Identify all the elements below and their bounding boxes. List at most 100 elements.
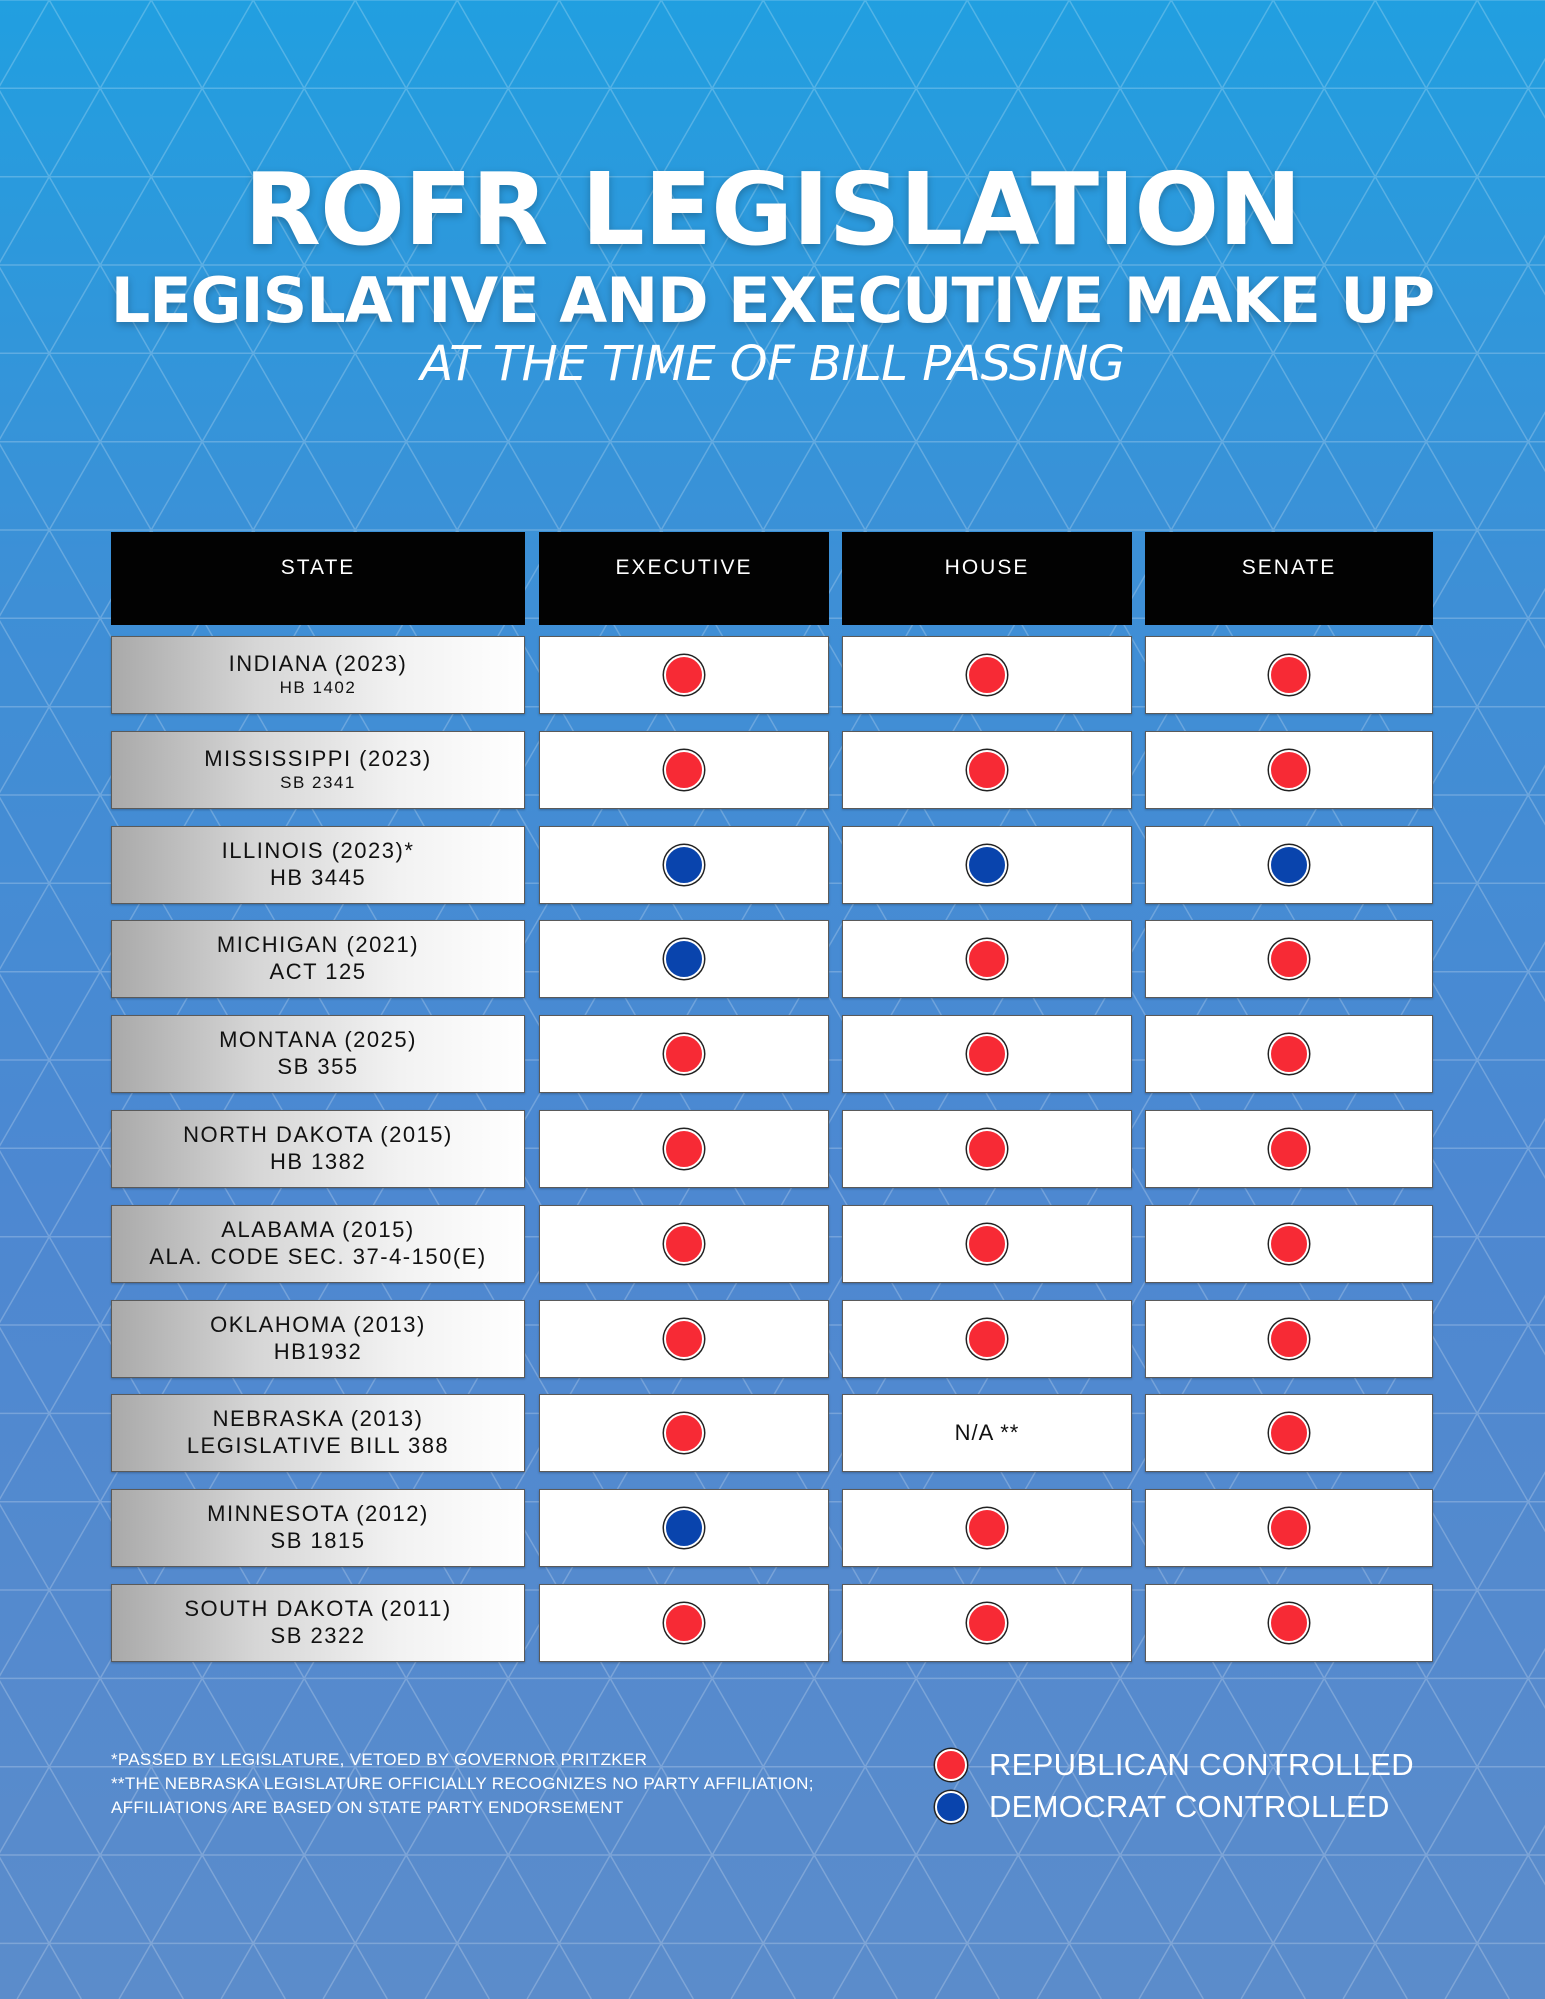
table-cell-senate	[1145, 1110, 1433, 1188]
table-cell-executive	[539, 1300, 829, 1378]
table-row-state-cell: MONTANA (2025) SB 355	[111, 1015, 525, 1093]
state-name: NEBRASKA (2013)	[212, 1405, 424, 1431]
republican-dot-icon	[967, 1034, 1007, 1074]
table-cell-house	[842, 636, 1132, 714]
republican-dot-icon	[1269, 1034, 1309, 1074]
table-cell-executive	[539, 731, 829, 809]
table-cell-executive	[539, 1110, 829, 1188]
table-row-state-cell: SOUTH DAKOTA (2011) SB 2322	[111, 1584, 525, 1662]
column-header-house: HOUSE	[842, 532, 1132, 625]
page-subtitle: LEGISLATIVE AND EXECUTIVE MAKE UP	[110, 264, 1435, 337]
bill-number: HB1932	[273, 1338, 363, 1364]
table-cell-house	[842, 1015, 1132, 1093]
republican-dot-icon	[1269, 1129, 1309, 1169]
state-name: ILLINOIS (2023)*	[221, 837, 415, 863]
state-name: ALABAMA (2015)	[221, 1216, 415, 1242]
republican-dot-icon	[664, 1129, 704, 1169]
state-name: MICHIGAN (2021)	[216, 931, 420, 957]
republican-dot-icon	[1269, 1413, 1309, 1453]
bill-number: HB 1402	[279, 678, 357, 698]
page-title: ROFR LEGISLATION	[244, 151, 1302, 268]
table-cell-house	[842, 1205, 1132, 1283]
table-cell-senate	[1145, 636, 1433, 714]
table-row-state-cell: MISSISSIPPI (2023) SB 2341	[111, 731, 525, 809]
blue-dot-icon	[935, 1791, 967, 1823]
republican-dot-icon	[1269, 1224, 1309, 1264]
republican-dot-icon	[967, 1508, 1007, 1548]
legislation-table: STATE EXECUTIVE HOUSE SENATE INDIANA (2023) H…	[111, 532, 1433, 1662]
table-cell-house: N/A **	[842, 1394, 1132, 1472]
republican-dot-icon	[664, 1319, 704, 1359]
state-name: NORTH DAKOTA (2015)	[183, 1121, 453, 1147]
bill-number: SB 2341	[280, 773, 356, 793]
republican-dot-icon	[664, 655, 704, 695]
legend-republican: REPUBLICAN CONTROLLED	[935, 1747, 1414, 1783]
republican-dot-icon	[967, 1319, 1007, 1359]
bill-number: HB 1382	[269, 1148, 367, 1174]
table-cell-house	[842, 1584, 1132, 1662]
table-cell-senate	[1145, 1489, 1433, 1567]
state-name: MINNESOTA (2012)	[207, 1500, 429, 1526]
table-cell-executive	[539, 1489, 829, 1567]
republican-dot-icon	[967, 1603, 1007, 1643]
table-cell-senate	[1145, 1300, 1433, 1378]
red-dot-icon	[935, 1749, 967, 1781]
table-cell-senate	[1145, 1394, 1433, 1472]
legend-label: REPUBLICAN CONTROLLED	[989, 1747, 1414, 1782]
republican-dot-icon	[967, 655, 1007, 695]
republican-dot-icon	[1269, 1319, 1309, 1359]
republican-dot-icon	[1269, 1508, 1309, 1548]
table-row-state-cell: MICHIGAN (2021) ACT 125	[111, 920, 525, 998]
bill-number: ACT 125	[269, 958, 367, 984]
bill-number: SB 355	[277, 1053, 359, 1079]
democrat-dot-icon	[664, 845, 704, 885]
republican-dot-icon	[664, 1224, 704, 1264]
state-name: INDIANA (2023)	[228, 650, 408, 676]
column-header-executive: EXECUTIVE	[539, 532, 829, 625]
democrat-dot-icon	[967, 845, 1007, 885]
column-header-senate: SENATE	[1145, 532, 1433, 625]
democrat-dot-icon	[664, 939, 704, 979]
democrat-dot-icon	[664, 1508, 704, 1548]
table-cell-house	[842, 1489, 1132, 1567]
table-cell-senate	[1145, 826, 1433, 904]
republican-dot-icon	[664, 1603, 704, 1643]
republican-dot-icon	[967, 1129, 1007, 1169]
republican-dot-icon	[967, 939, 1007, 979]
table-cell-senate	[1145, 731, 1433, 809]
bill-number: SB 2322	[270, 1622, 366, 1648]
table-cell-executive	[539, 1205, 829, 1283]
republican-dot-icon	[664, 1413, 704, 1453]
table-row-state-cell: NORTH DAKOTA (2015) HB 1382	[111, 1110, 525, 1188]
page-subtitle-italic: AT THE TIME OF BILL PASSING	[420, 336, 1125, 392]
table-cell-executive	[539, 1584, 829, 1662]
state-name: MISSISSIPPI (2023)	[204, 745, 432, 771]
republican-dot-icon	[1269, 655, 1309, 695]
republican-dot-icon	[664, 750, 704, 790]
republican-dot-icon	[664, 1034, 704, 1074]
table-cell-executive	[539, 1394, 829, 1472]
table-cell-house	[842, 1110, 1132, 1188]
table-cell-executive	[539, 920, 829, 998]
table-cell-senate	[1145, 920, 1433, 998]
republican-dot-icon	[1269, 750, 1309, 790]
table-cell-executive	[539, 636, 829, 714]
footnote-illinois: *PASSED BY LEGISLATURE, VETOED BY GOVERN…	[111, 1750, 648, 1769]
republican-dot-icon	[967, 750, 1007, 790]
table-cell-executive	[539, 826, 829, 904]
table-cell-executive	[539, 1015, 829, 1093]
table-cell-senate	[1145, 1205, 1433, 1283]
state-name: OKLAHOMA (2013)	[210, 1311, 426, 1337]
not-applicable-text: N/A **	[954, 1420, 1020, 1445]
table-row-state-cell: INDIANA (2023) HB 1402	[111, 636, 525, 714]
table-row-state-cell: OKLAHOMA (2013) HB1932	[111, 1300, 525, 1378]
state-name: SOUTH DAKOTA (2011)	[184, 1595, 452, 1621]
legend-democrat: DEMOCRAT CONTROLLED	[935, 1789, 1390, 1825]
table-row-state-cell: ILLINOIS (2023)* HB 3445	[111, 826, 525, 904]
footnotes: *PASSED BY LEGISLATURE, VETOED BY GOVERN…	[111, 1748, 911, 1820]
table-cell-house	[842, 826, 1132, 904]
democrat-dot-icon	[1269, 845, 1309, 885]
table-row-state-cell: NEBRASKA (2013) LEGISLATIVE BILL 388	[111, 1394, 525, 1472]
legend-label: DEMOCRAT CONTROLLED	[989, 1789, 1390, 1824]
republican-dot-icon	[1269, 1603, 1309, 1643]
